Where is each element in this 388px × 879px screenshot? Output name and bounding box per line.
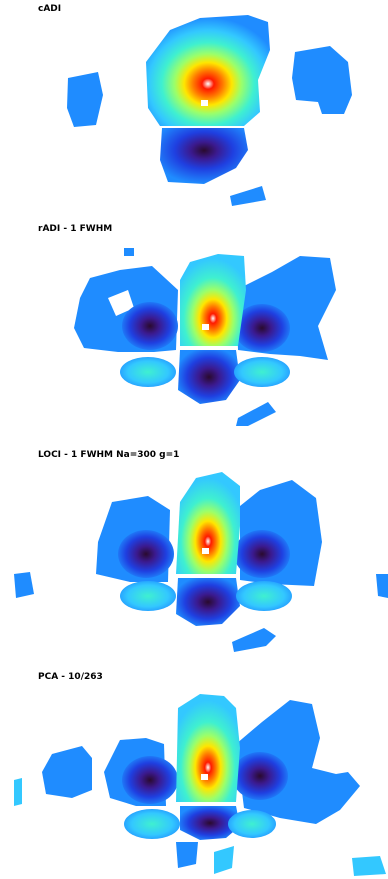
panel-title: LOCI - 1 FWHM Na=300 g=1: [38, 450, 180, 460]
panel-radi: rADI - 1 FWHM: [0, 220, 388, 435]
panel-title: rADI - 1 FWHM: [38, 224, 113, 234]
snr-map-image: [0, 668, 388, 879]
snr-map-image: [0, 220, 388, 435]
panel-pca: PCA - 10/263: [0, 668, 388, 879]
snr-map-image: [0, 0, 388, 210]
panel-title: PCA - 10/263: [38, 672, 103, 682]
panel-loci: LOCI - 1 FWHM Na=300 g=1: [0, 446, 388, 656]
panel-cadi: cADI: [0, 0, 388, 210]
snr-map-image: [0, 446, 388, 656]
panel-title: cADI: [38, 4, 62, 14]
